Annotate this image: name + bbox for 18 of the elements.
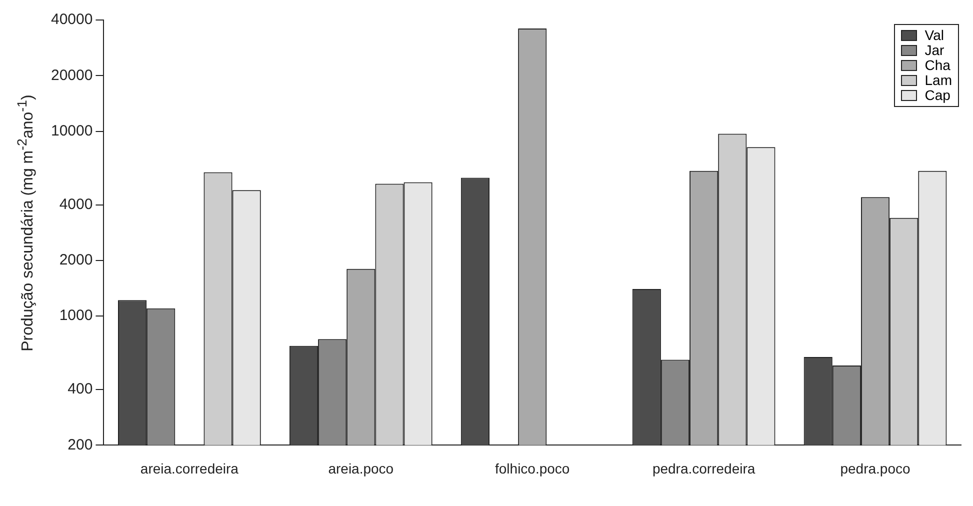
legend-label: Cap (924, 87, 950, 103)
x-tick-label: areia.corredeira (140, 460, 239, 476)
y-tick-label: 10000 (50, 122, 93, 140)
y-tick-label: 2000 (59, 252, 93, 269)
x-tick-label: pedra.poco (840, 460, 911, 476)
y-tick-label: 4000 (59, 196, 93, 213)
y-tick-label: 1000 (59, 307, 93, 324)
y-tick-label: 40000 (50, 11, 93, 28)
x-tick-label: pedra.corredeira (652, 460, 756, 476)
x-tick-label: areia.poco (328, 460, 394, 476)
x-tick-label: folhico.poco (494, 460, 570, 476)
y-tick-label: 400 (68, 380, 93, 398)
legend-label: Jar (924, 42, 944, 58)
legend-label: Val (924, 27, 944, 43)
y-tick-label: 200 (68, 436, 93, 454)
legend-label: Lam (924, 72, 952, 88)
legend-label: Cha (924, 57, 950, 73)
y-tick-label: 20000 (50, 66, 93, 84)
